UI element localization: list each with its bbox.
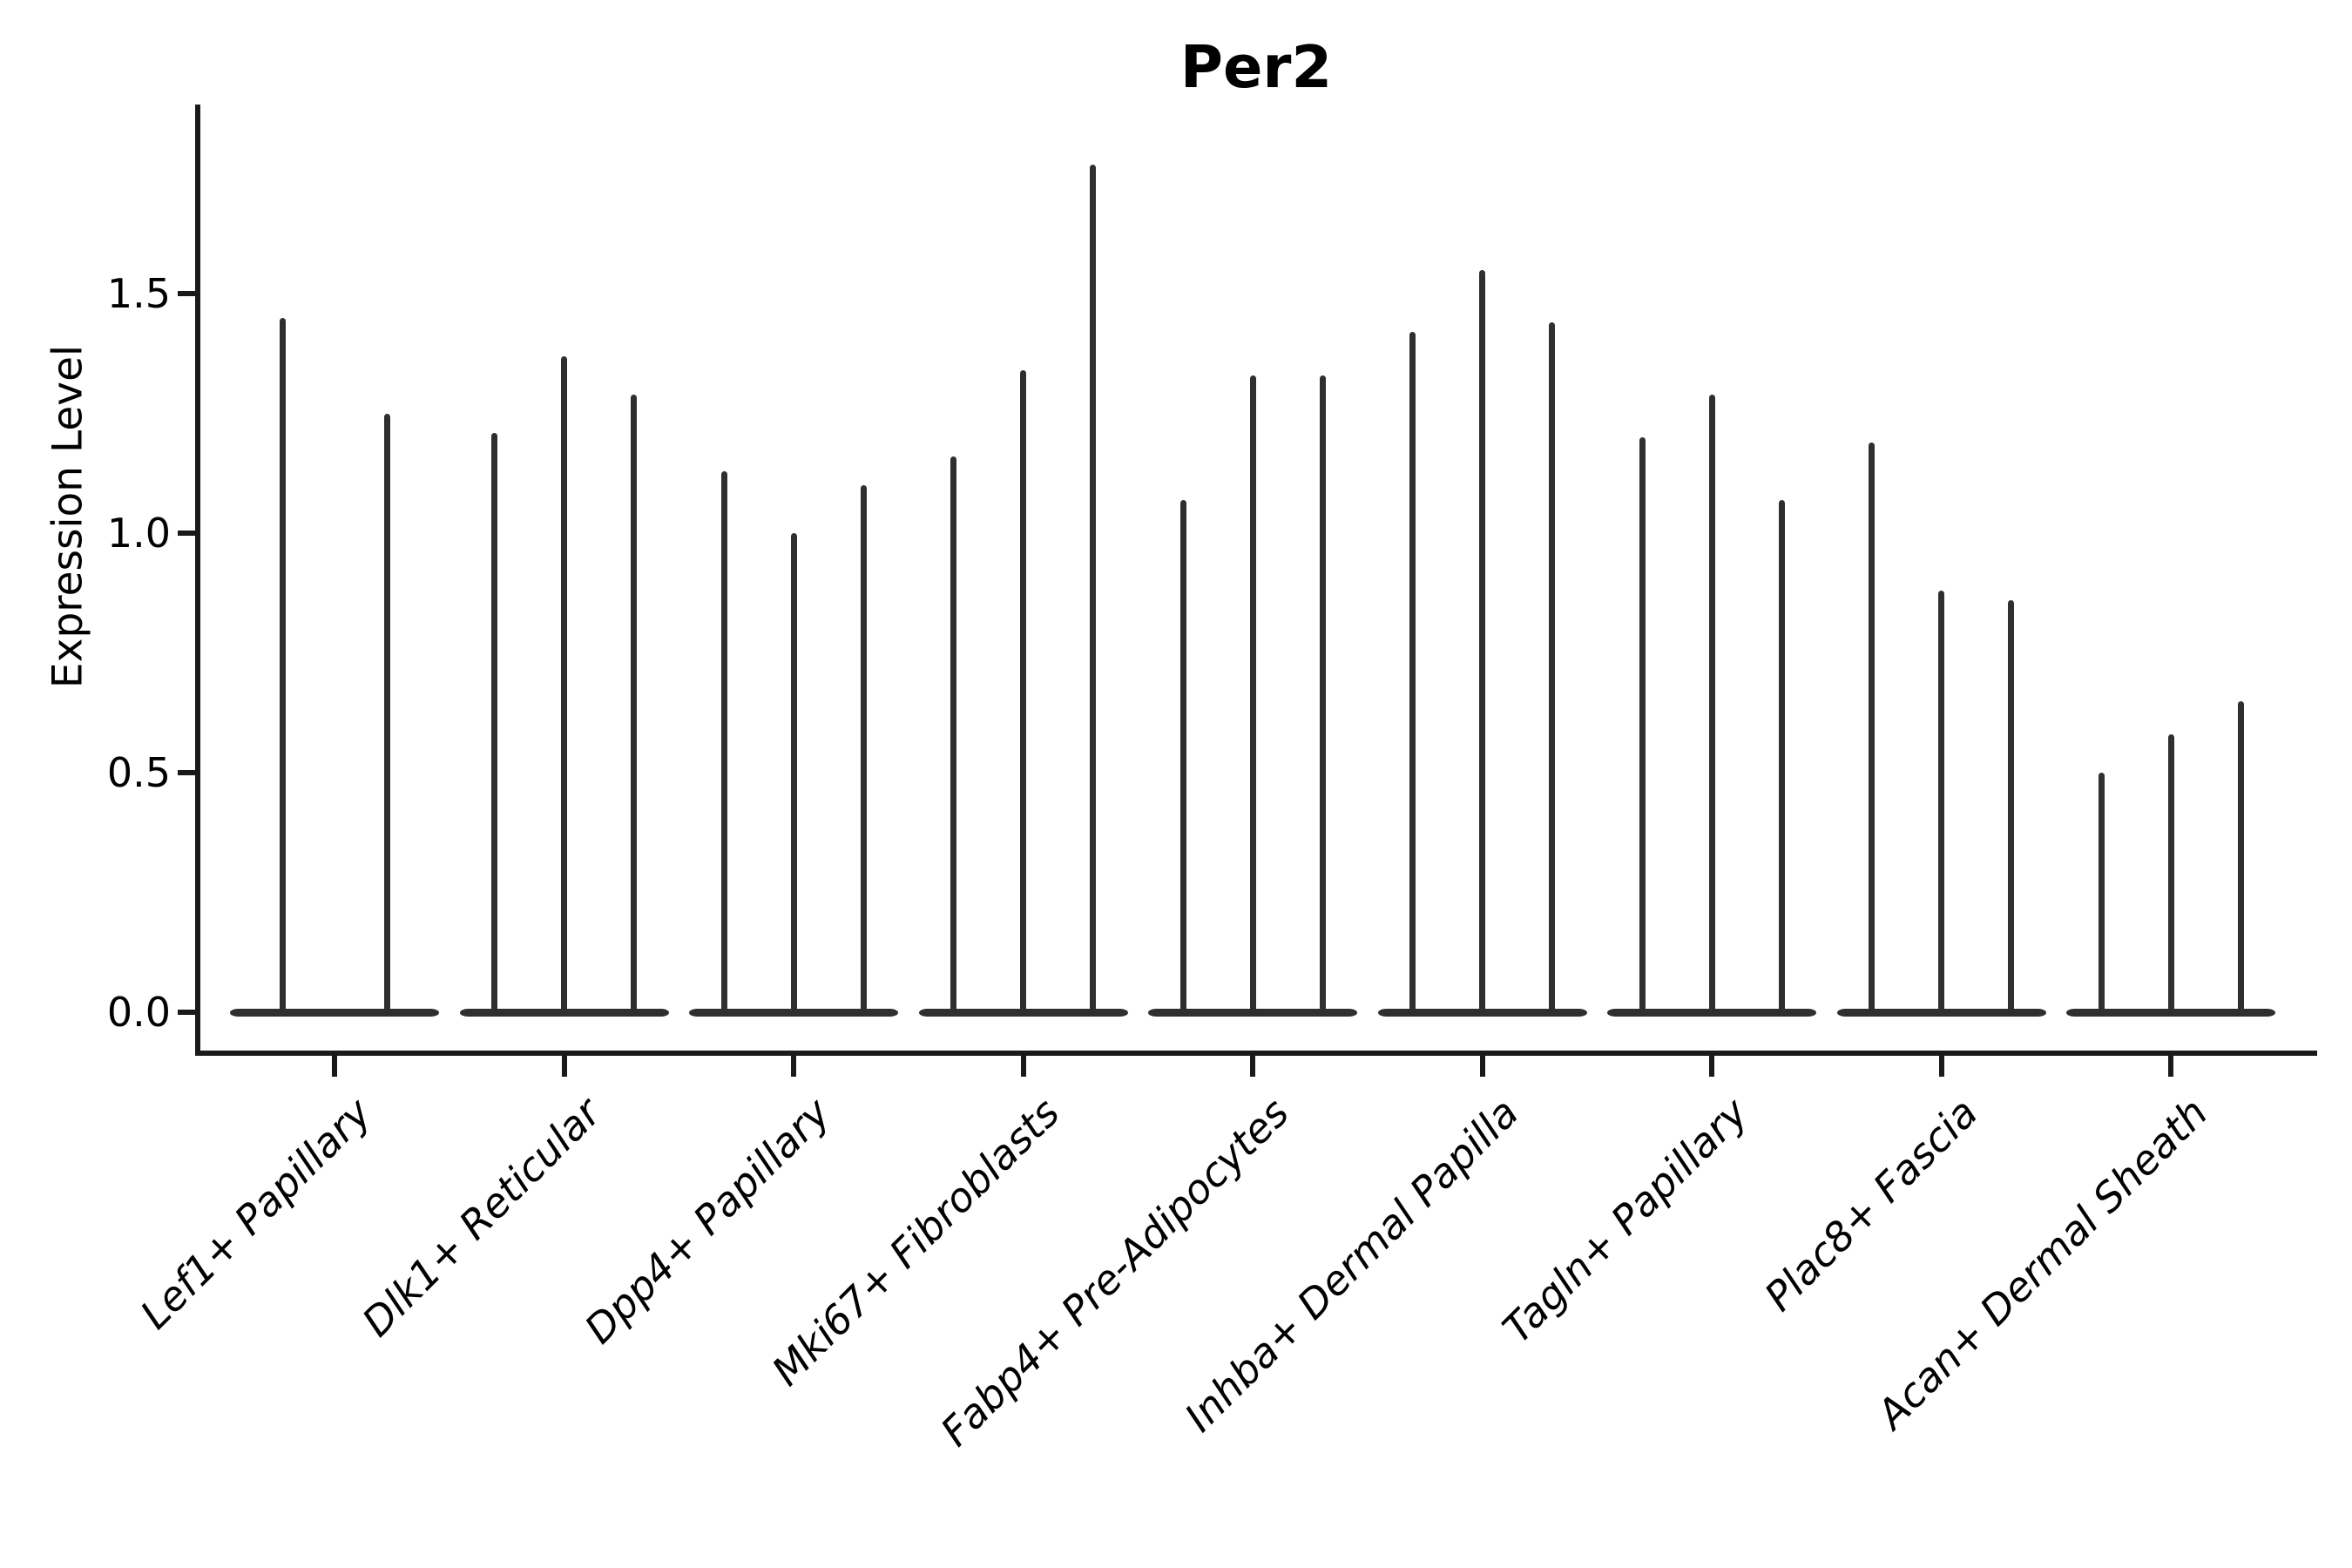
violin [1249, 375, 1256, 1012]
x-tick [1709, 1056, 1714, 1077]
y-axis-spine [195, 105, 200, 1056]
y-tick-label: 0.0 [106, 989, 171, 1036]
violin [1090, 164, 1096, 1012]
violin [860, 485, 867, 1012]
x-tick [1479, 1056, 1485, 1077]
x-tick [561, 1056, 567, 1077]
violin-base [2066, 1008, 2275, 1017]
violin [2237, 700, 2244, 1012]
x-tick [2168, 1056, 2173, 1077]
violin-base [918, 1008, 1128, 1017]
violin [1549, 322, 1555, 1012]
violin [1778, 499, 1785, 1012]
violin [383, 413, 390, 1012]
violin [1708, 394, 1715, 1012]
violin [1319, 375, 1326, 1012]
y-tick-label: 1.5 [106, 270, 171, 317]
violin [720, 470, 727, 1012]
violin-base [1148, 1008, 1357, 1017]
y-tick-label: 0.5 [106, 749, 171, 796]
violin [1938, 591, 1944, 1012]
violin-base [1607, 1008, 1816, 1017]
y-tick-label: 1.0 [106, 510, 171, 557]
x-tick [791, 1056, 796, 1077]
violin [561, 355, 567, 1012]
violin-base [459, 1008, 669, 1017]
x-tick [1250, 1056, 1255, 1077]
y-tick [178, 770, 195, 775]
x-tick-label: Lef1+ Papillary [131, 1089, 381, 1338]
x-tick [1020, 1056, 1026, 1077]
violin-base [689, 1008, 898, 1017]
violin [2098, 773, 2105, 1012]
violin [2008, 600, 2014, 1012]
x-tick-label: Dlk1+ Reticular [353, 1089, 610, 1346]
violin [1639, 437, 1646, 1012]
x-tick-label: Tagln+ Papillary [1493, 1089, 1758, 1353]
y-tick [178, 1010, 195, 1015]
violin [1409, 332, 1416, 1012]
violin [1479, 269, 1485, 1012]
x-tick-label: Dpp4+ Papillary [575, 1089, 840, 1353]
violin-base [1836, 1008, 2046, 1017]
x-tick [1938, 1056, 1944, 1077]
violin [1020, 370, 1026, 1012]
violin [1869, 442, 1875, 1012]
y-tick [178, 531, 195, 536]
violin [491, 432, 497, 1012]
violin [790, 533, 797, 1012]
figure-title: Per2 [1179, 33, 1333, 101]
violin [1179, 499, 1186, 1012]
y-tick [178, 291, 195, 296]
violin-base [230, 1008, 439, 1017]
violin [2167, 734, 2174, 1012]
x-tick [332, 1056, 337, 1077]
x-axis-spine [195, 1051, 2317, 1056]
violin-base [1377, 1008, 1587, 1017]
violin [631, 394, 637, 1012]
x-tick-label: Plac8+ Fascia [1755, 1089, 1987, 1321]
violin [950, 456, 956, 1012]
violin [279, 317, 286, 1012]
